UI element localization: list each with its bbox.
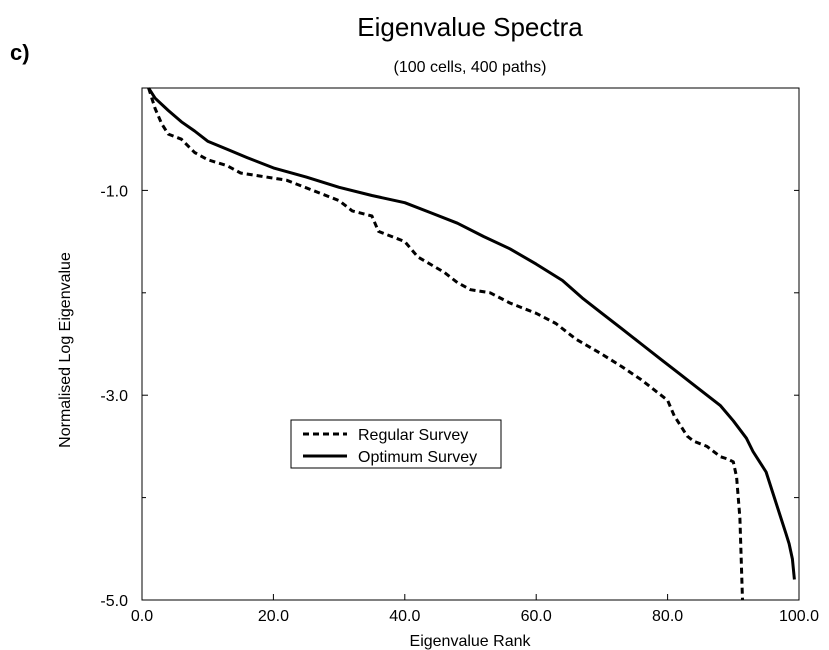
legend-label-optimum-survey: Optimum Survey: [358, 449, 477, 466]
panel-label: c): [10, 40, 30, 65]
x-tick-label: 60.0: [521, 608, 552, 625]
chart-subtitle: (100 cells, 400 paths): [394, 59, 547, 76]
plot-area-frame: [141, 87, 800, 601]
y-tick-label: -3.0: [100, 388, 128, 405]
x-tick-label: 40.0: [389, 608, 420, 625]
y-tick-label: -1.0: [100, 183, 128, 200]
chart-title: Eigenvalue Spectra: [357, 12, 583, 42]
x-tick-label: 100.0: [779, 608, 819, 625]
legend-box: [290, 419, 502, 469]
x-tick-label: 0.0: [131, 608, 153, 625]
y-axis-ticks: -1.0 -3.0 -5.0: [100, 183, 799, 610]
series-line-optimum-survey: [147, 87, 796, 580]
series-line-regular-survey: [147, 87, 744, 601]
legend: Regular Survey Optimum Survey: [290, 419, 502, 469]
x-tick-label: 20.0: [258, 608, 289, 625]
y-tick-label: -5.0: [100, 593, 128, 610]
series-layer: [147, 87, 796, 601]
x-axis-label: Eigenvalue Rank: [410, 633, 532, 650]
y-axis-label: Normalised Log Eigenvalue: [57, 252, 74, 448]
x-axis-ticks: 0.0 20.0 40.0 60.0 80.0 100.0: [131, 594, 819, 625]
legend-label-regular-survey: Regular Survey: [358, 427, 468, 444]
x-tick-label: 80.0: [652, 608, 683, 625]
